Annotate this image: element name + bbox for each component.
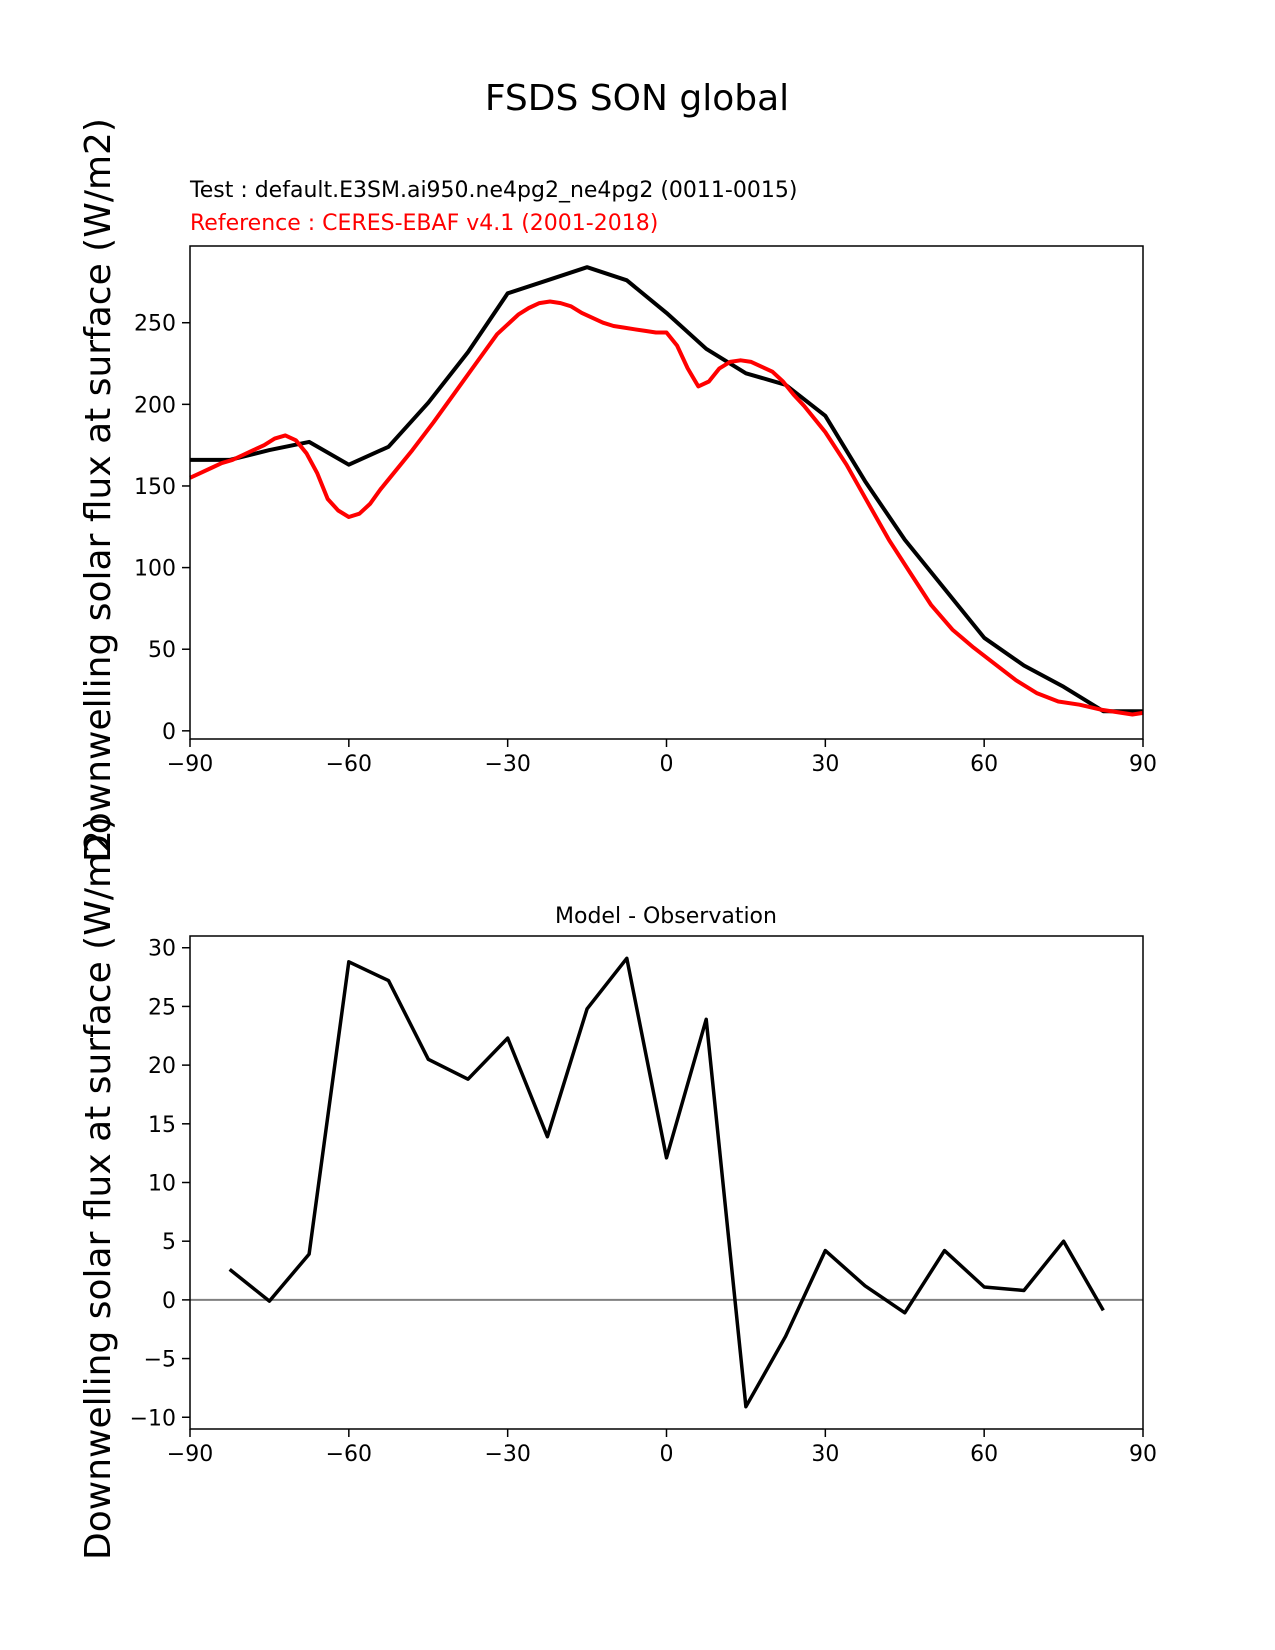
- top-line-panel: Test : default.E3SM.ai950.ne4pg2_ne4pg2 …: [134, 178, 1157, 777]
- bottom-xtick-label: 0: [660, 1442, 674, 1467]
- top-series-group: [189, 265, 1144, 717]
- test-subtitle: Test : default.E3SM.ai950.ne4pg2_ne4pg2 …: [189, 178, 797, 203]
- bottom-series-group: [228, 956, 1105, 1409]
- top-xtick-label: 0: [660, 752, 674, 777]
- top-xtick-label: 30: [811, 752, 839, 777]
- bottom-ytick-label: −5: [144, 1348, 176, 1373]
- bottom-panel-title: Model - Observation: [555, 904, 777, 929]
- top-xtick-label: 60: [970, 752, 998, 777]
- top-ytick-label: 100: [134, 557, 176, 582]
- top-ytick-label: 50: [148, 638, 176, 663]
- bottom-ytick-label: 25: [148, 995, 176, 1020]
- top-ytick-label: 0: [162, 720, 176, 745]
- bottom-xtick-label: −30: [484, 1442, 530, 1467]
- bottom-xtick-label: 60: [970, 1442, 998, 1467]
- reference-subtitle: Reference : CERES-EBAF v4.1 (2001-2018): [190, 211, 658, 236]
- bottom-ticks: −90 −60 −30 0 30 60 90 −10 −5 0 5 10 15 20 25 30: [130, 937, 1157, 1467]
- bottom-xtick-label: 30: [811, 1442, 839, 1467]
- bottom-ytick-label: 10: [148, 1172, 176, 1197]
- bottom-ytick-label: −10: [130, 1406, 176, 1431]
- top-plot-frame: [189, 245, 1144, 740]
- bottom-ytick-label: 0: [162, 1289, 176, 1314]
- figure-title: FSDS SON global: [485, 78, 789, 119]
- bottom-ytick-label: 5: [162, 1230, 176, 1255]
- top-xtick-label: −90: [167, 752, 213, 777]
- bottom-ytick-label: 20: [148, 1054, 176, 1079]
- bottom-ylabel: Downwelling solar flux at surface (W/m2): [78, 816, 119, 1560]
- bottom-xtick-label: −60: [326, 1442, 372, 1467]
- top-xtick-label: −60: [326, 752, 372, 777]
- bottom-plot-frame: [189, 935, 1144, 1430]
- bottom-xtick-label: 90: [1129, 1442, 1157, 1467]
- top-ytick-label: 250: [134, 312, 176, 337]
- top-xtick-label: −30: [484, 752, 530, 777]
- bottom-ytick-label: 15: [148, 1113, 176, 1138]
- bottom-ytick-label: 30: [148, 937, 176, 962]
- top-xtick-label: 90: [1129, 752, 1157, 777]
- top-ylabel: Downwelling solar flux at surface (W/m2): [78, 118, 119, 862]
- top-ytick-label: 200: [134, 393, 176, 418]
- top-series-test: [190, 265, 1143, 714]
- bottom-xtick-label: −90: [167, 1442, 213, 1467]
- bottom-series-model-observation: [228, 956, 1105, 1409]
- bottom-line-panel: Model - Observation −90 −60 −30 0 30 60 90−10−…: [130, 904, 1157, 1467]
- top-ticks: −90 −60 −30 0 30 60 90 0 50 100 150 200 250: [134, 312, 1157, 777]
- top-series-reference: [189, 299, 1144, 717]
- top-ytick-label: 150: [134, 475, 176, 500]
